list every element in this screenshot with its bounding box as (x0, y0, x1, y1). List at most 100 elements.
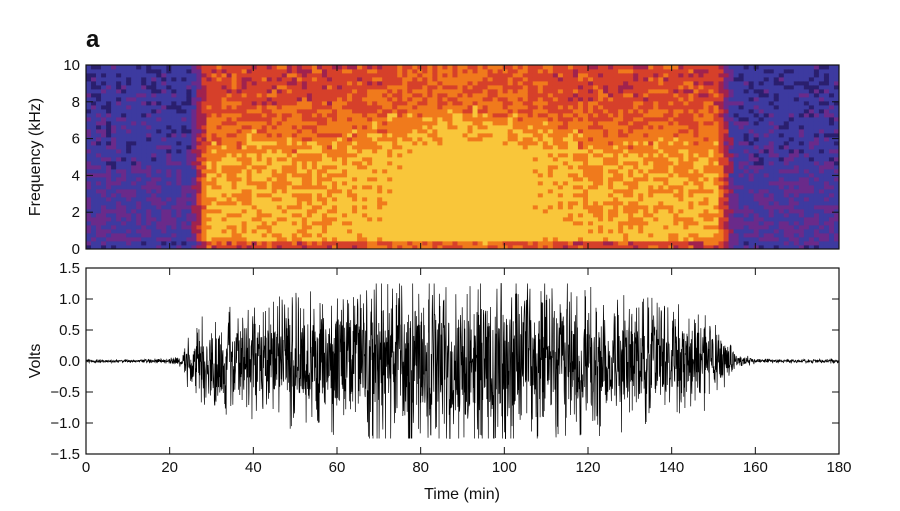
spectrogram-cell (547, 129, 554, 134)
spectrogram-cell (417, 101, 423, 106)
spectrogram-cell (266, 197, 273, 202)
spectrogram-cell (572, 141, 579, 146)
spectrogram-cell (116, 81, 122, 86)
spectrogram-cell (362, 121, 368, 126)
spectrogram-cell (447, 113, 453, 118)
spectrogram-cell (151, 173, 157, 178)
spectrogram-cell (321, 125, 328, 130)
spectrogram-cell (613, 129, 619, 134)
spectrogram-cell (367, 149, 373, 154)
spectrogram-cell (372, 121, 378, 126)
spectrogram-cell (246, 77, 253, 82)
spectrogram-cell (382, 85, 388, 90)
spectrogram-cell (572, 233, 579, 238)
spectrogram-cell (603, 93, 609, 98)
spectrogram-cell (226, 213, 232, 218)
spectrogram-cell (86, 201, 92, 206)
spectrogram-cell (447, 73, 453, 78)
spectrogram-cell (86, 89, 92, 94)
spectrogram-cell (116, 165, 122, 170)
spectrogram-cell (382, 233, 388, 238)
spectrogram-cell (603, 201, 609, 206)
spectrogram-cell (296, 145, 303, 150)
spectrogram-cell (306, 109, 313, 114)
spectrogram-cell (512, 89, 519, 94)
spectrogram-cell (206, 217, 212, 222)
spectrogram-cell (156, 105, 162, 110)
spectrogram-cell (457, 145, 463, 150)
spectrogram-cell (161, 65, 167, 70)
spectrogram-cell (527, 129, 534, 134)
spectrogram-cell (387, 69, 393, 74)
spectrogram-cell (593, 229, 599, 234)
spectrogram-cell (241, 133, 248, 138)
spectrogram-cell (331, 141, 338, 146)
spectrogram-cell (176, 233, 182, 238)
spectrogram-cell (106, 221, 112, 226)
spectrogram-cell (457, 169, 463, 174)
spectrogram-cell (477, 145, 483, 150)
spectrogram-cell (91, 165, 97, 170)
spectrogram-cell (572, 149, 579, 154)
spectrogram-cell (191, 145, 197, 150)
spectrogram-cell (517, 193, 524, 198)
spectrogram-cell (372, 217, 378, 222)
spectrogram-cell (246, 209, 253, 214)
spectrogram-cell (171, 133, 177, 138)
spectrogram-cell (542, 225, 549, 230)
spectrogram-cell (286, 245, 293, 250)
spectrogram-cell (402, 217, 408, 222)
spectrogram-cell (492, 81, 499, 86)
spectrogram-cell (502, 145, 509, 150)
spectrogram-cell (582, 69, 589, 74)
spectrogram-cell (557, 101, 564, 106)
spectrogram-cell (291, 101, 298, 106)
spectrogram-cell (226, 181, 232, 186)
spectrogram-cell (397, 121, 403, 126)
spectrogram-cell (452, 217, 458, 222)
spectrogram-cell (392, 205, 398, 210)
spectrogram-cell (271, 233, 278, 238)
spectrogram-cell (171, 213, 177, 218)
spectrogram-cell (517, 209, 524, 214)
spectrogram-cell (367, 105, 373, 110)
spectrogram-cell (236, 101, 243, 106)
spectrogram-cell (256, 173, 263, 178)
spectrogram-cell (331, 205, 338, 210)
spectrogram-cell (397, 153, 403, 158)
spectrogram-cell (236, 69, 243, 74)
spectrogram-cell (603, 113, 609, 118)
spectrogram-cell (487, 237, 494, 242)
spectrogram-cell (582, 85, 589, 90)
spectrogram-cell (86, 69, 92, 74)
spectrogram-cell (392, 109, 398, 114)
spectrogram-cell (352, 169, 358, 174)
spectrogram-cell (603, 81, 609, 86)
spectrogram-cell (457, 73, 463, 78)
spectrogram-cell (161, 157, 167, 162)
spectrogram-cell (467, 89, 473, 94)
spectrogram-cell (181, 205, 187, 210)
spectrogram-cell (301, 213, 308, 218)
spectrogram-cell (326, 85, 333, 90)
spectrogram-cell (482, 161, 488, 166)
spectrogram-cell (121, 105, 127, 110)
spectrogram-cell (377, 221, 383, 226)
spectrogram-cell (577, 241, 584, 246)
spectrogram-cell (372, 213, 378, 218)
spectrogram-cell (598, 141, 604, 146)
spectrogram-cell (552, 185, 559, 190)
spectrogram-cell (593, 237, 599, 242)
spectrogram-cell (608, 217, 614, 222)
spectrogram-cell (482, 153, 488, 158)
spectrogram-cell (577, 81, 584, 86)
spectrogram-cell (362, 109, 368, 114)
spectrogram-cell (171, 169, 177, 174)
spectrogram-cell (417, 109, 423, 114)
spectrogram-cell (407, 145, 413, 150)
spectrogram-cell (567, 233, 574, 238)
spectrogram-cell (537, 129, 544, 134)
spectrogram-cell (482, 149, 488, 154)
spectrogram-cell (271, 133, 278, 138)
spectrogram-cell (532, 237, 539, 242)
